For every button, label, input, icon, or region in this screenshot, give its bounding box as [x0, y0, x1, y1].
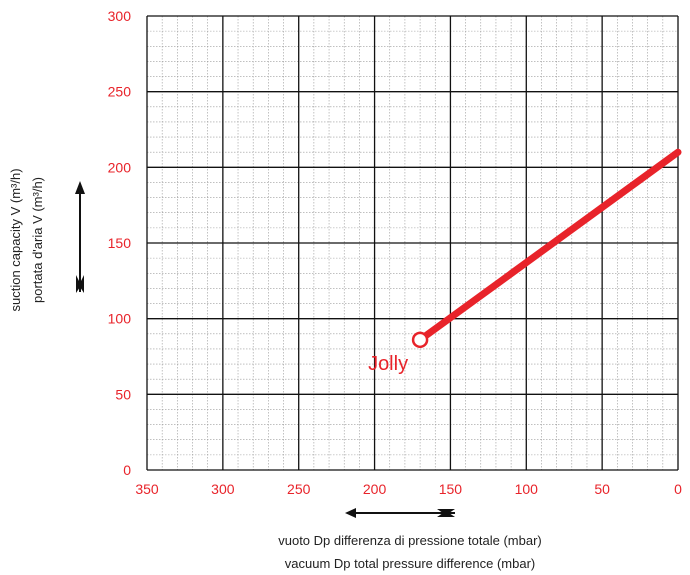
y-tick-label: 0	[123, 462, 131, 478]
x-axis-label-it: vuoto Dp differenza di pressione totale …	[278, 533, 542, 548]
series-line	[420, 152, 678, 340]
x-tick-labels: 350 300 250 200 150 100 50 0	[135, 481, 682, 497]
y-tick-labels: 0 50 100 150 200 250 300	[108, 8, 132, 478]
y-tick-label: 50	[115, 386, 131, 402]
y-axis-label-it: portata d'aria V (m³/h)	[30, 177, 45, 303]
major-grid	[147, 16, 678, 470]
x-axis-label-en: vacuum Dp total pressure difference (mba…	[285, 556, 535, 571]
y-tick-label: 250	[108, 84, 132, 100]
y-tick-label: 300	[108, 8, 132, 24]
x-tick-label: 0	[674, 481, 682, 497]
y-axis-label-en: suction capacity V (m³/h)	[8, 168, 23, 311]
x-tick-label: 100	[515, 481, 539, 497]
series-label: Jolly	[368, 353, 408, 375]
x-tick-label: 250	[287, 481, 311, 497]
x-tick-label: 150	[439, 481, 463, 497]
y-tick-label: 100	[108, 311, 132, 327]
y-axis-arrow	[75, 181, 85, 293]
series-start-marker	[413, 333, 427, 347]
x-tick-label: 200	[363, 481, 387, 497]
x-axis-arrow	[345, 508, 455, 518]
x-tick-label: 300	[211, 481, 235, 497]
x-tick-label: 50	[594, 481, 610, 497]
x-tick-label: 350	[135, 481, 159, 497]
series-layer: Jolly	[368, 152, 678, 375]
y-tick-label: 150	[108, 235, 132, 251]
y-tick-label: 200	[108, 159, 132, 175]
